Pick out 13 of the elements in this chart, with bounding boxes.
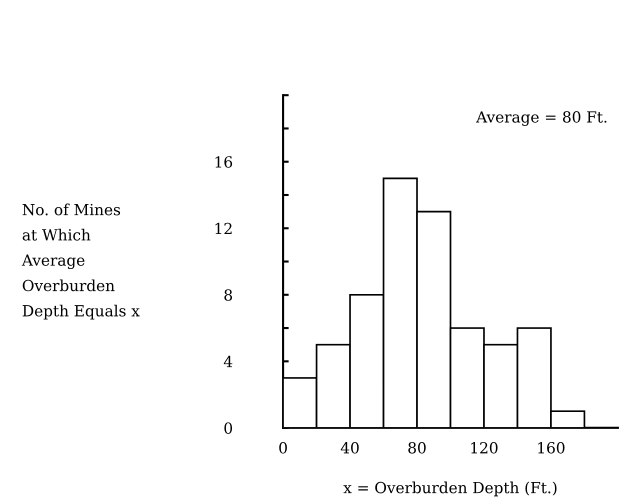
x-tick-label: 120 — [471, 442, 498, 454]
y-axis-title: No. of Mines at Which Average Overburden Depth Equals x — [22, 204, 140, 320]
x-tick-label: 160 — [538, 442, 565, 454]
annotation: Average = 80 Ft. — [476, 111, 606, 126]
x-tick-label: 80 — [408, 442, 426, 454]
x-tick-label: 40 — [340, 442, 359, 454]
x-tick-label: 0 — [279, 442, 287, 454]
x-axis-title: x = Overburden Depth (Ft.) — [343, 482, 557, 496]
y-tick-label: 12 — [216, 222, 232, 234]
y-tick-label: 4 — [224, 356, 232, 368]
y-tick-label: 0 — [224, 422, 232, 434]
y-tick-label: 16 — [216, 156, 232, 168]
y-tick-label: 8 — [224, 289, 232, 301]
